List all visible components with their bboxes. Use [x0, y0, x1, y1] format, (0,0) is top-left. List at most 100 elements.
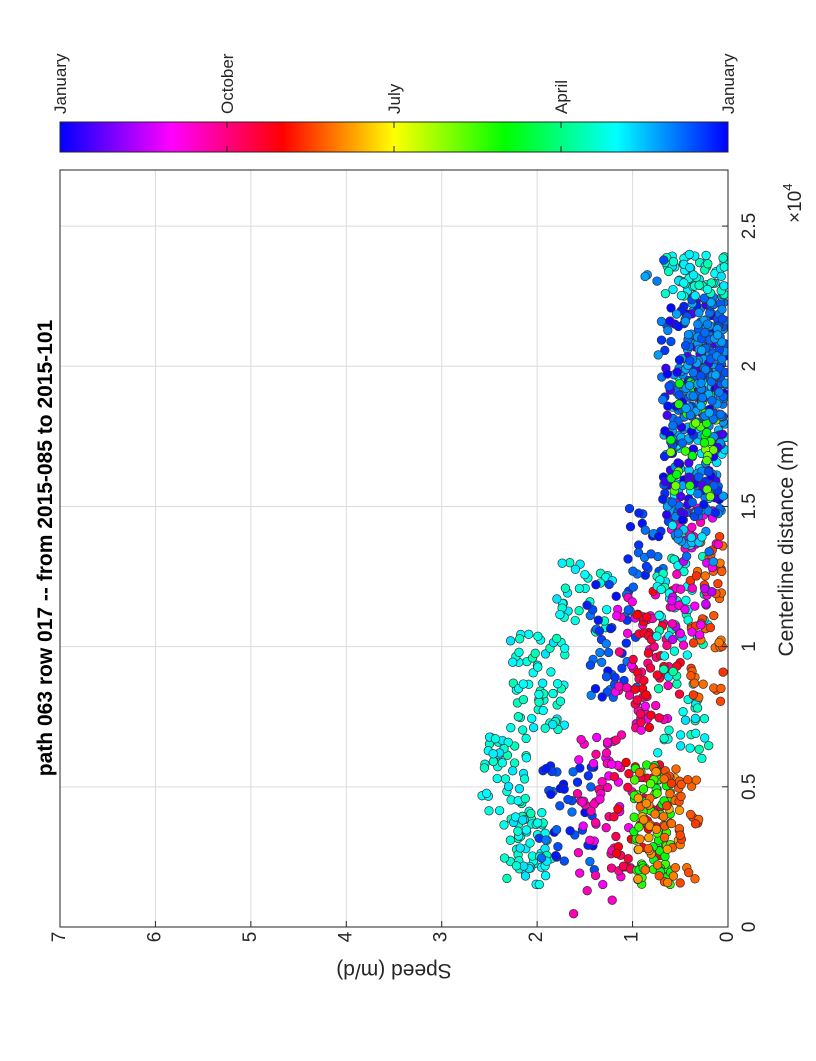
x-axis-exponent: ×104 [780, 184, 806, 223]
data-point-1107 [667, 497, 677, 507]
data-point-625 [683, 775, 693, 785]
data-point-609 [690, 874, 700, 884]
data-point-191 [555, 609, 565, 620]
data-point-100 [490, 734, 501, 744]
data-point-447 [609, 812, 619, 822]
data-point-1169 [702, 455, 712, 466]
data-point-1286 [700, 328, 710, 338]
axis-ticks: 0 0.5 1 1.5 2 2.5 0 1 2 3 4 5 6 7 [49, 213, 760, 942]
colorbar-tick-label-1: April [552, 80, 571, 114]
data-point-1282 [688, 367, 698, 378]
data-point-448 [635, 709, 646, 719]
data-point-304 [654, 531, 664, 542]
data-point-102 [488, 756, 499, 767]
data-point-754 [713, 578, 723, 589]
data-point-19 [526, 808, 536, 819]
data-point-876 [681, 551, 692, 561]
data-point-224 [572, 777, 583, 787]
data-point-452 [646, 710, 656, 720]
data-point-1301 [696, 378, 706, 388]
data-point-1160 [666, 435, 676, 445]
data-point-331 [575, 868, 585, 878]
data-point-559 [644, 832, 654, 843]
data-point-232 [546, 789, 556, 799]
data-point-230 [541, 763, 551, 774]
data-point-243 [617, 663, 627, 673]
data-point-650 [672, 679, 682, 689]
data-point-1115 [677, 438, 688, 448]
data-point-208 [551, 851, 561, 861]
data-point-475 [674, 689, 685, 699]
data-point-134 [548, 719, 558, 730]
data-point-1274 [711, 370, 721, 380]
data-point-762 [716, 683, 726, 694]
data-point-482 [632, 610, 642, 620]
data-point-40 [505, 835, 516, 845]
data-point-105 [518, 815, 528, 825]
data-point-90 [479, 763, 490, 773]
data-point-215 [583, 771, 593, 781]
data-point-238 [595, 647, 605, 658]
data-point-643 [659, 651, 670, 661]
data-point-696 [668, 666, 678, 677]
data-point-1175 [691, 418, 701, 428]
data-point-1377 [653, 350, 663, 360]
data-point-1 [582, 886, 592, 896]
data-point-334 [595, 794, 605, 804]
data-point-165 [530, 648, 540, 658]
data-point-183 [570, 564, 581, 574]
data-point-1299 [680, 316, 691, 327]
data-point-518 [652, 788, 662, 798]
data-point-604 [658, 811, 669, 822]
data-point-1006 [662, 510, 672, 520]
data-point-409 [613, 804, 623, 814]
data-point-1294 [707, 396, 717, 406]
data-point-1095 [693, 506, 704, 516]
data-point-929 [697, 532, 707, 542]
data-point-282 [582, 600, 592, 610]
data-point-736 [700, 571, 710, 581]
data-point-1087 [665, 316, 675, 326]
data-point-1308 [690, 291, 700, 301]
data-point-404 [622, 683, 632, 693]
data-point-99 [503, 737, 513, 747]
tick-label-speed-1: 1 [622, 932, 643, 943]
data-point-1153 [674, 378, 685, 389]
data-point-799 [687, 522, 697, 532]
data-point-173 [574, 606, 584, 616]
data-point-864 [686, 532, 697, 543]
data-point-733 [688, 638, 699, 648]
data-point-270 [611, 591, 621, 601]
data-point-477 [641, 690, 651, 700]
data-point-192 [602, 604, 612, 615]
data-point-694 [685, 743, 695, 753]
data-point-1343 [703, 259, 713, 269]
data-point-1300 [712, 330, 723, 340]
data-point-821 [667, 596, 677, 606]
data-point-162 [552, 633, 562, 644]
data-point-644 [664, 725, 674, 735]
data-point-137 [533, 662, 543, 672]
data-point-777 [668, 634, 678, 645]
data-point-582 [633, 874, 643, 884]
data-point-166 [560, 643, 570, 653]
data-point-901 [708, 557, 718, 567]
data-point-158 [546, 667, 556, 677]
data-point-1166 [705, 491, 715, 502]
data-point-806 [695, 630, 705, 640]
data-point-686 [652, 631, 662, 641]
data-point-1237 [717, 314, 727, 324]
data-point-1348 [668, 284, 678, 295]
data-point-1100 [677, 515, 688, 525]
data-point-156 [508, 657, 518, 667]
data-point-1084 [699, 499, 709, 510]
data-point-1354 [664, 266, 674, 277]
data-point-1366 [718, 253, 728, 263]
data-point-71 [503, 781, 514, 792]
data-point-307 [646, 549, 656, 559]
data-point-92 [492, 773, 502, 784]
data-points [477, 249, 728, 919]
colorbar-tick-label-3: October [218, 53, 237, 114]
data-point-103 [520, 793, 530, 804]
data-point-245 [604, 579, 614, 590]
